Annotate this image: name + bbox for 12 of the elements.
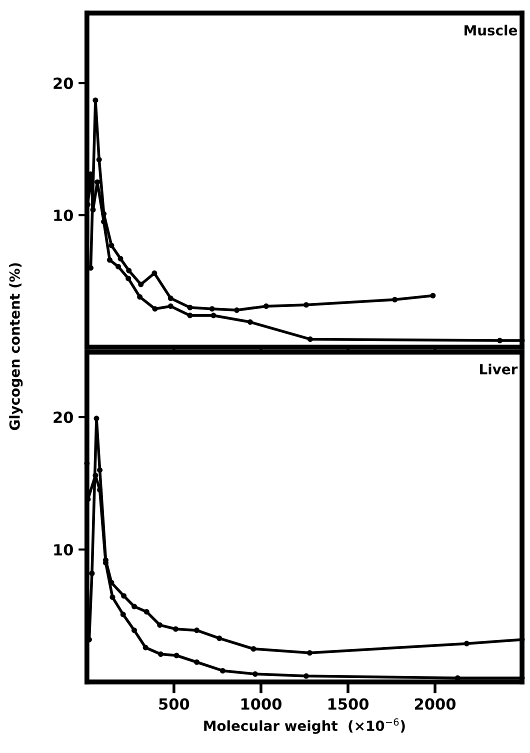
x-tick-label: 500 <box>159 698 190 710</box>
y-axis-title: Glycogen content (%) <box>9 263 23 430</box>
y-tick-label: 10 <box>54 210 73 222</box>
x-axis-title: Molecular weight (×10$^{−6}$) <box>204 718 405 734</box>
x-tick-label: 1500 <box>328 698 369 710</box>
x-tick-label: 2000 <box>414 698 456 710</box>
x-tick-label: 1000 <box>241 698 282 710</box>
y-tick-label: 20 <box>54 412 73 424</box>
y-tick-label: 20 <box>54 78 73 90</box>
y-tick-label: 10 <box>54 544 73 556</box>
annotation: Liver <box>480 364 518 374</box>
annotation: Muscle <box>464 24 518 36</box>
